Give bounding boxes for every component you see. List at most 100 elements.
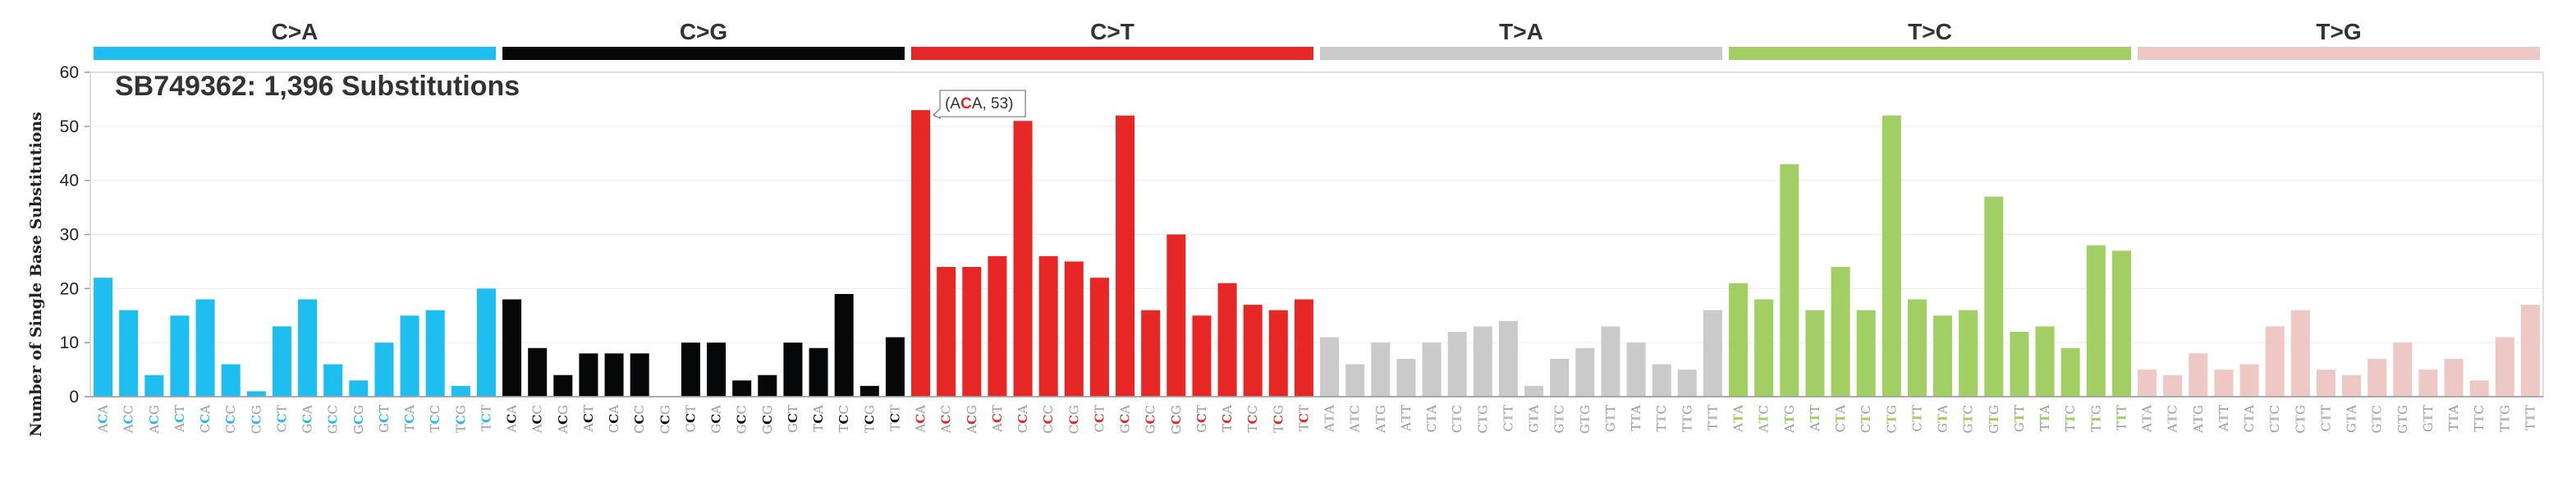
- bar[interactable]: [2290, 310, 2310, 397]
- bar[interactable]: [1907, 299, 1927, 398]
- bar[interactable]: [170, 315, 190, 397]
- bar[interactable]: [476, 288, 496, 397]
- bar[interactable]: [1064, 261, 1084, 397]
- bar[interactable]: [1167, 234, 1186, 398]
- bar[interactable]: [2060, 347, 2080, 397]
- bar[interactable]: [732, 380, 752, 397]
- bar[interactable]: [1805, 310, 1825, 397]
- bar[interactable]: [1217, 283, 1237, 397]
- bar[interactable]: [1498, 320, 1518, 397]
- bar[interactable]: [1575, 347, 1595, 397]
- bar[interactable]: [1422, 342, 1442, 397]
- bar[interactable]: [2035, 326, 2055, 397]
- bar[interactable]: [1882, 115, 1901, 397]
- bar[interactable]: [834, 293, 854, 397]
- bar[interactable]: [988, 255, 1007, 397]
- bar[interactable]: [1959, 310, 1978, 397]
- bar[interactable]: [246, 391, 266, 397]
- bar[interactable]: [2239, 364, 2259, 398]
- bar[interactable]: [1550, 358, 1570, 397]
- bar[interactable]: [604, 353, 624, 397]
- bar[interactable]: [1038, 255, 1058, 397]
- bar[interactable]: [1371, 342, 1391, 397]
- bar[interactable]: [1268, 310, 1288, 397]
- bar[interactable]: [1294, 299, 1313, 398]
- bar[interactable]: [1192, 315, 1212, 397]
- bar[interactable]: [1089, 278, 1109, 397]
- bar[interactable]: [2086, 245, 2106, 397]
- bar[interactable]: [1013, 121, 1033, 397]
- bar[interactable]: [2316, 370, 2335, 397]
- bar[interactable]: [1141, 310, 1161, 397]
- bar[interactable]: [1754, 299, 1774, 398]
- bar[interactable]: [1626, 342, 1646, 397]
- bar[interactable]: [1524, 385, 1544, 397]
- bar[interactable]: [2418, 370, 2438, 397]
- bar[interactable]: [1831, 267, 1850, 397]
- bar[interactable]: [298, 299, 318, 398]
- bar[interactable]: [451, 385, 470, 397]
- bar[interactable]: [323, 364, 343, 398]
- bar[interactable]: [911, 110, 931, 398]
- bar[interactable]: [630, 353, 649, 397]
- bar[interactable]: [681, 342, 700, 397]
- bar[interactable]: [809, 347, 828, 397]
- bar[interactable]: [2163, 375, 2183, 397]
- bar[interactable]: [962, 267, 982, 397]
- bar[interactable]: [221, 364, 241, 398]
- mutation-type-bands: C>A C>G C>T T>A T>C T>G: [94, 19, 2540, 60]
- bar[interactable]: [1243, 305, 1263, 397]
- bar[interactable]: [2214, 370, 2234, 397]
- bar[interactable]: [502, 299, 522, 398]
- bar[interactable]: [1677, 370, 1697, 397]
- bar[interactable]: [400, 315, 419, 397]
- bar[interactable]: [2010, 332, 2029, 397]
- bar[interactable]: [859, 385, 879, 397]
- bar[interactable]: [2367, 358, 2387, 397]
- bar[interactable]: [1345, 364, 1365, 398]
- bar[interactable]: [707, 342, 727, 397]
- bar[interactable]: [937, 267, 956, 397]
- bar[interactable]: [2469, 380, 2489, 397]
- bar[interactable]: [272, 326, 291, 397]
- bar[interactable]: [1396, 358, 1416, 397]
- bars: [94, 110, 2540, 398]
- x-tick-label: TTA: [2446, 405, 2461, 431]
- bar[interactable]: [195, 299, 215, 398]
- bar[interactable]: [1116, 115, 1135, 397]
- bar[interactable]: [1320, 337, 1340, 397]
- bar[interactable]: [374, 342, 394, 397]
- bar[interactable]: [1856, 310, 1876, 397]
- bar[interactable]: [2393, 342, 2413, 397]
- bar[interactable]: [2111, 250, 2131, 397]
- bar[interactable]: [119, 310, 139, 397]
- bar[interactable]: [2495, 337, 2514, 397]
- bar[interactable]: [2189, 353, 2208, 397]
- bar[interactable]: [2265, 326, 2285, 397]
- bar[interactable]: [1447, 332, 1467, 397]
- bar[interactable]: [2138, 370, 2157, 397]
- bar[interactable]: [528, 347, 548, 397]
- bar[interactable]: [2520, 305, 2540, 397]
- bar[interactable]: [144, 375, 164, 397]
- bar[interactable]: [885, 337, 905, 397]
- bar[interactable]: [579, 353, 598, 397]
- bar[interactable]: [783, 342, 803, 397]
- bar[interactable]: [1473, 326, 1492, 397]
- band-CtoT: [911, 47, 1313, 60]
- bar[interactable]: [2342, 375, 2362, 397]
- bar[interactable]: [1729, 283, 1749, 397]
- bar[interactable]: [1984, 196, 2004, 397]
- bar[interactable]: [1652, 364, 1671, 398]
- bar[interactable]: [2444, 358, 2464, 397]
- bar[interactable]: [1703, 310, 1722, 397]
- bar[interactable]: [1601, 326, 1620, 397]
- bar[interactable]: [349, 380, 369, 397]
- bar[interactable]: [553, 375, 573, 397]
- bar[interactable]: [1780, 163, 1799, 397]
- bar[interactable]: [758, 375, 777, 397]
- x-tick-label: GTA: [2345, 405, 2359, 433]
- bar[interactable]: [1933, 315, 1953, 397]
- bar[interactable]: [94, 278, 113, 397]
- bar[interactable]: [425, 310, 445, 397]
